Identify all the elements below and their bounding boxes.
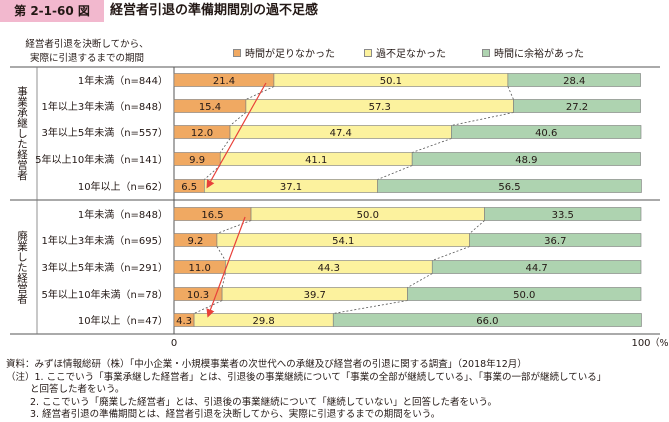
value-label: 11.0: [189, 263, 211, 274]
value-label: 4.3: [176, 316, 192, 327]
value-label: 6.5: [181, 182, 197, 193]
legend-swatch-adequate: [364, 49, 372, 57]
value-label: 39.7: [304, 290, 326, 301]
value-label: 28.4: [563, 76, 585, 87]
connector-line: [412, 138, 452, 153]
value-label: 44.7: [525, 263, 547, 274]
value-label: 16.5: [201, 210, 223, 221]
connector-line: [469, 220, 485, 234]
period-axis-caption: 経営者引退を決断してから、 実際に引退するまでの期間: [25, 39, 149, 64]
category-label: 3年以上5年未満（n=291）: [41, 261, 168, 274]
value-label: 36.7: [544, 236, 566, 247]
value-label: 57.3: [369, 102, 391, 113]
value-label: 15.4: [199, 102, 221, 113]
connector-line: [451, 112, 514, 126]
value-label: 37.1: [280, 182, 302, 193]
note-1-continued: と回答した者をいう。: [30, 384, 125, 395]
chart-legend: 時間が足りなかった 過不足なかった 時間に余裕があった: [0, 49, 669, 63]
category-label: 10年以上（n=62）: [78, 180, 168, 193]
value-label: 50.0: [513, 290, 535, 301]
category-label: 1年未満（n=848）: [78, 208, 168, 221]
source-note: 資料：みずほ情報総研（株）「中小企業・小規模事業者の次世代への承継及び経営者の引…: [6, 359, 527, 370]
value-label: 9.9: [189, 155, 205, 166]
note-2: 2. ここでいう「廃業した経営者」とは、引退後の事業継続について「継続していない…: [30, 396, 497, 408]
figure-number: 第 2-1-60 図: [0, 0, 104, 22]
connector-line: [407, 273, 433, 288]
connector-line: [245, 86, 275, 100]
value-label: 40.6: [535, 128, 557, 139]
legend-item-ample: 時間に余裕があった: [482, 49, 584, 61]
legend-label-adequate: 過不足なかった: [376, 49, 446, 60]
value-label: 56.5: [498, 182, 520, 193]
notes: 資料：みずほ情報総研（株）「中小企業・小規模事業者の次世代への承継及び経営者の引…: [6, 359, 666, 422]
bar-segment: [484, 207, 642, 221]
bar-segment: [377, 179, 642, 193]
trend-arrow-closure: [206, 216, 246, 318]
category-label: 3年以上5年未満（n=557）: [41, 126, 168, 139]
note-1: （注）1. ここでいう「事業承継した経営者」とは、引退後の事業継続について「事業…: [6, 371, 607, 383]
connector-line: [229, 112, 247, 126]
connector-line: [204, 165, 221, 180]
legend-item-short: 時間が足りなかった: [233, 49, 335, 61]
connector-line: [507, 86, 514, 100]
x-tick-label: 0: [171, 338, 177, 349]
note-3: 3. 経営者引退の準備期間とは、経営者引退を決断してから、実際に引退するまでの期…: [30, 409, 441, 420]
value-label: 41.1: [305, 155, 327, 166]
value-label: 54.1: [332, 236, 354, 247]
value-label: 44.3: [318, 263, 340, 274]
category-label: 5年以上10年未満（n=78）: [41, 288, 168, 301]
bar-segment: [469, 233, 642, 247]
figure-title: 経営者引退の準備期間別の過不足感: [110, 3, 319, 18]
group-label: 事業承継した経営者: [16, 85, 28, 181]
value-label: 66.0: [476, 316, 498, 327]
x-unit-label: （%）: [650, 337, 669, 349]
category-label: 5年以上10年未満（n=141）: [35, 153, 168, 166]
value-label: 27.2: [566, 102, 588, 113]
category-label: 1年未満（n=844）: [78, 74, 168, 87]
connector-line: [219, 138, 231, 153]
value-label: 50.0: [357, 210, 379, 221]
bar-segment: [411, 152, 641, 166]
value-label: 21.4: [213, 76, 235, 87]
value-label: 33.5: [552, 210, 574, 221]
legend-label-ample: 時間に余裕があった: [494, 49, 584, 60]
legend-swatch-ample: [482, 49, 490, 57]
legend-item-adequate: 過不足なかった: [364, 49, 446, 61]
connector-line: [377, 165, 413, 180]
value-label: 29.8: [253, 316, 275, 327]
trend-arrow-succession: [206, 82, 267, 189]
connector-line: [216, 246, 226, 261]
bar-segment: [332, 313, 642, 327]
value-label: 47.4: [330, 128, 352, 139]
group-label: 廃業した経営者: [16, 229, 28, 304]
bar-segment: [407, 287, 642, 301]
value-label: 10.3: [187, 290, 209, 301]
value-label: 50.1: [380, 76, 402, 87]
value-label: 9.2: [188, 236, 204, 247]
legend-label-short: 時間が足りなかった: [245, 49, 335, 60]
connector-line: [216, 220, 252, 234]
bar-segment: [431, 260, 642, 274]
category-label: 1年以上3年未満（n=848）: [41, 100, 168, 113]
connector-line: [333, 300, 408, 314]
bar-segment: [513, 99, 641, 113]
category-label: 1年以上3年未満（n=695）: [41, 234, 168, 247]
x-tick-label: 100: [631, 338, 650, 349]
connector-line: [432, 246, 470, 261]
value-label: 48.9: [515, 155, 537, 166]
category-label: 10年以上（n=47）: [78, 314, 168, 327]
connector-line: [193, 300, 223, 314]
legend-swatch-short: [233, 49, 241, 57]
bar-segment: [507, 73, 641, 87]
value-label: 12.0: [191, 128, 213, 139]
bar-segment: [451, 125, 642, 139]
